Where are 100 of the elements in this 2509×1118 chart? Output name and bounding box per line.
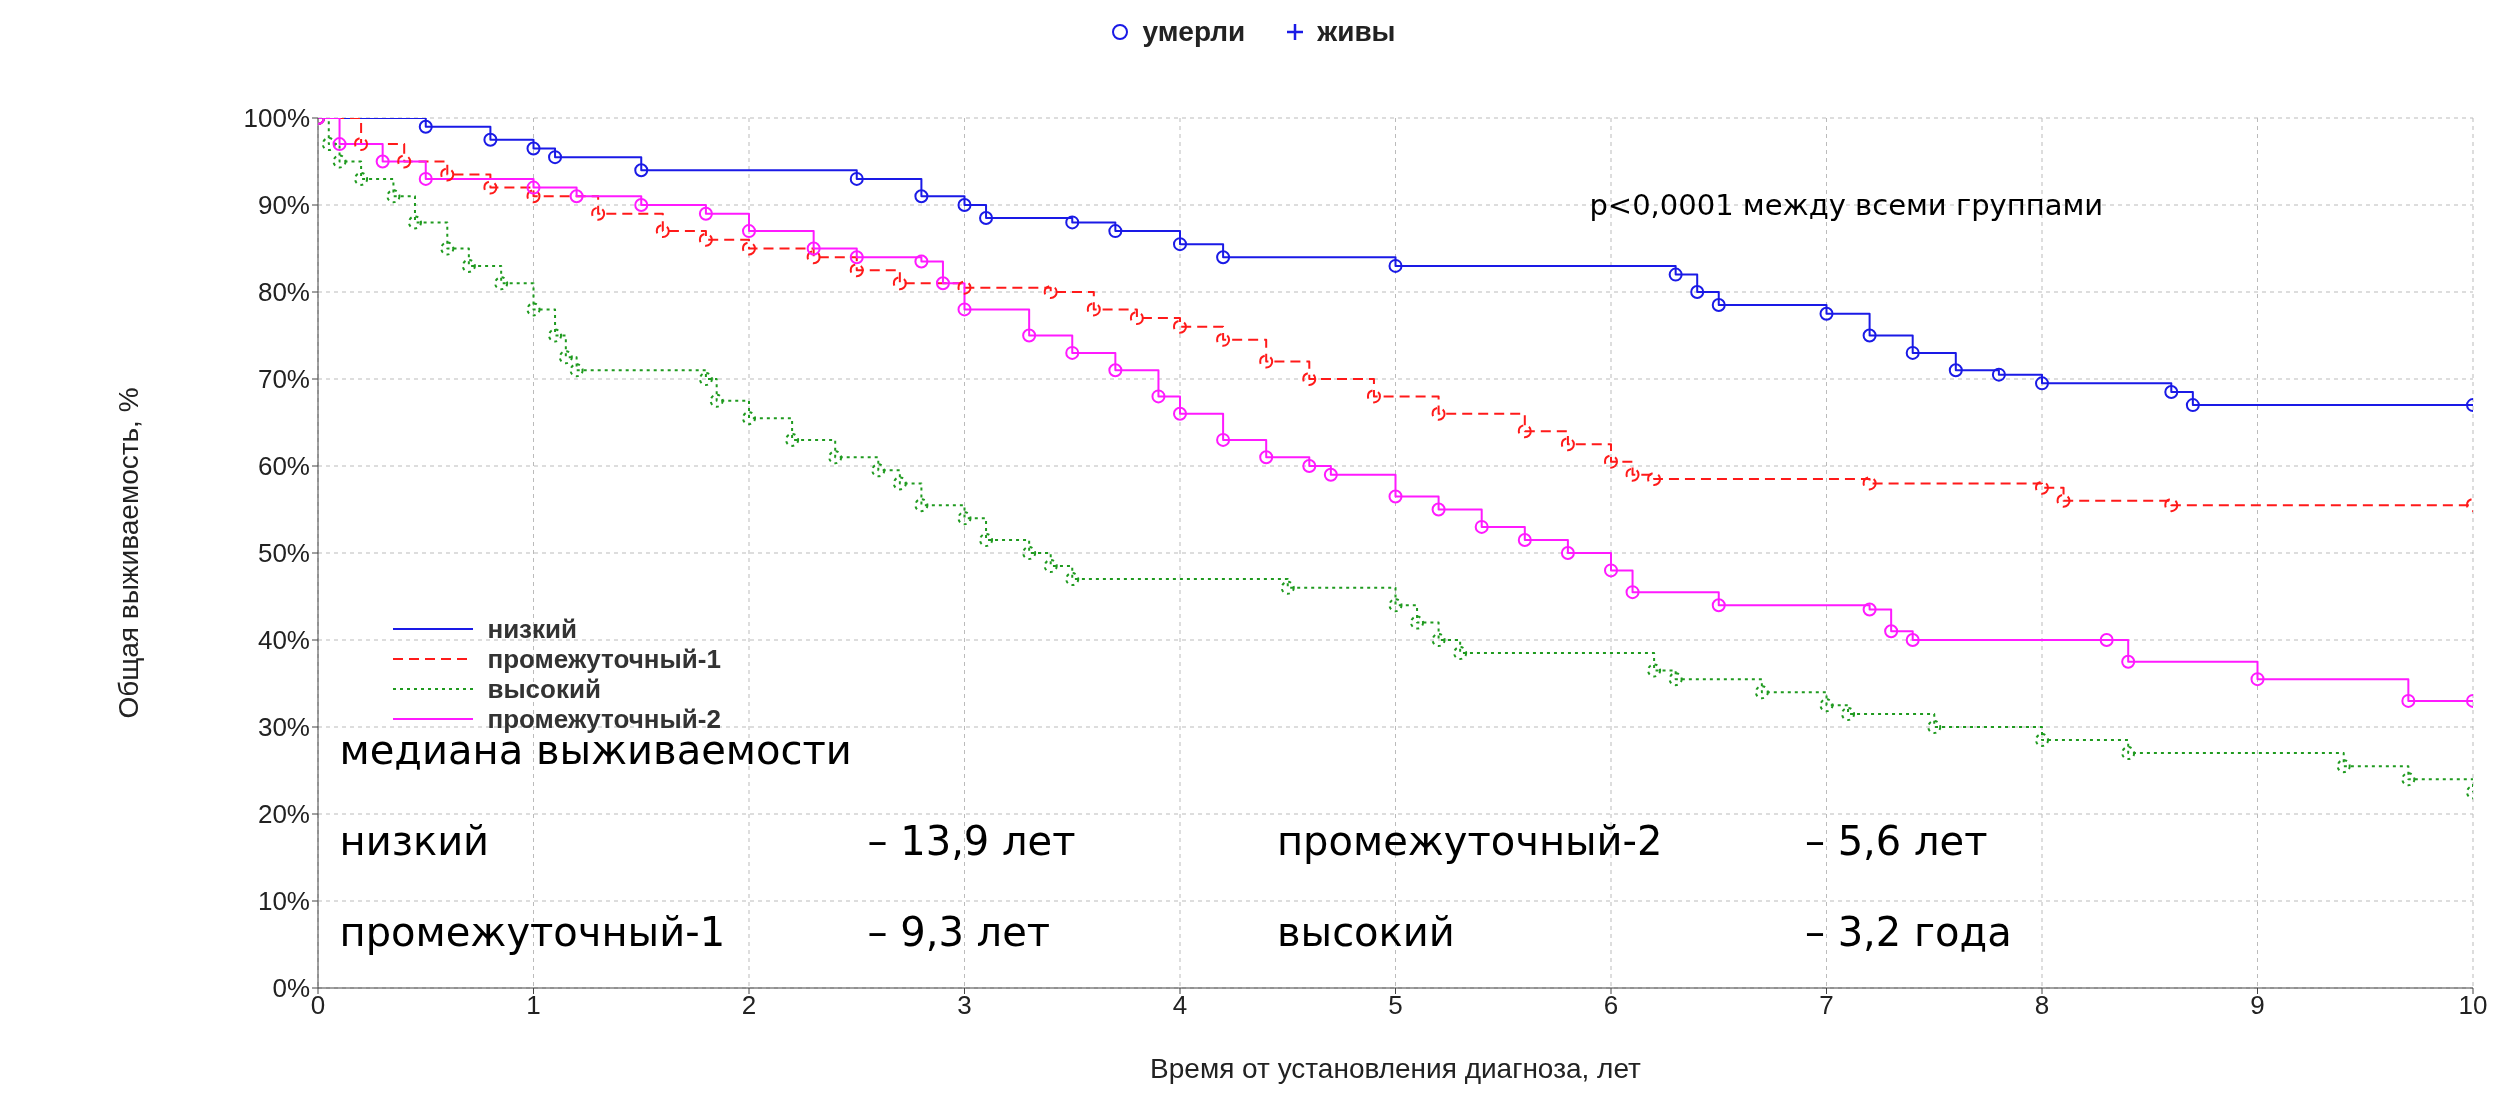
point — [526, 180, 541, 195]
point — [397, 154, 412, 169]
point — [1517, 532, 1532, 547]
point — [1259, 450, 1274, 465]
point — [1625, 467, 1640, 482]
point — [1711, 598, 1726, 613]
point — [2401, 772, 2416, 787]
point — [1043, 559, 1058, 574]
point — [634, 198, 649, 212]
point — [914, 254, 929, 269]
annotation: – 13,9 лет — [867, 817, 1076, 864]
point — [1173, 406, 1187, 421]
point — [957, 198, 972, 212]
annotation: – 3,2 года — [1804, 909, 2012, 956]
point — [332, 137, 347, 152]
point — [742, 241, 756, 256]
x-tick-label: 8 — [2034, 990, 2050, 1021]
point — [1065, 345, 1080, 360]
annotation: промежуточный-2 — [1276, 817, 1663, 864]
point — [709, 393, 724, 408]
point — [1259, 354, 1274, 369]
x-tick-label: 2 — [741, 990, 757, 1021]
point — [548, 328, 563, 343]
point — [849, 250, 864, 265]
annotation: – 9,3 лет — [867, 909, 1051, 956]
point — [386, 189, 401, 204]
y-axis-title: Общая выживаемость, % — [112, 387, 144, 719]
point — [1022, 546, 1037, 560]
point — [1108, 363, 1123, 378]
point — [2250, 672, 2265, 687]
point — [332, 154, 347, 169]
point — [1841, 706, 1856, 721]
point — [1280, 580, 1295, 595]
point — [1388, 258, 1403, 273]
point — [1323, 467, 1338, 482]
point — [1453, 646, 1468, 661]
point — [569, 189, 584, 204]
point — [1927, 720, 1942, 734]
annotation: – 5,6 лет — [1804, 817, 1988, 864]
x-tick-label: 9 — [2250, 990, 2265, 1021]
point — [1647, 663, 1662, 678]
point — [1129, 311, 1144, 326]
point — [1647, 472, 1662, 487]
point — [785, 432, 800, 447]
point — [806, 241, 821, 256]
point — [1711, 298, 1726, 313]
point — [979, 532, 994, 547]
y-tick-label: 40% — [257, 625, 310, 656]
point — [354, 171, 369, 186]
point — [957, 280, 972, 295]
point — [440, 241, 455, 256]
point — [1754, 685, 1769, 700]
text: умерли — [1142, 16, 1246, 48]
point — [407, 215, 422, 230]
point — [2164, 385, 2179, 400]
point — [957, 511, 972, 526]
point — [2035, 480, 2049, 495]
point — [1431, 502, 1446, 517]
point — [2099, 633, 2114, 647]
point — [591, 206, 606, 221]
point — [1388, 489, 1403, 504]
point — [849, 171, 864, 186]
y-tick-label: 30% — [257, 712, 310, 743]
point — [1065, 572, 1080, 587]
annotation: p<0,0001 между всеми группами — [1589, 187, 2104, 222]
point — [1905, 345, 1920, 360]
point — [1474, 519, 1489, 534]
x-tick-label: 7 — [1819, 990, 1834, 1021]
point — [1862, 602, 1877, 617]
x-axis-title: Время от установления диагноза, лет — [1150, 1053, 1642, 1084]
y-tick-label: 0% — [272, 973, 310, 1004]
point — [1625, 585, 1640, 600]
x-tick-label: 3 — [957, 990, 972, 1021]
point — [1216, 250, 1231, 265]
point — [1517, 424, 1532, 439]
legend-label: низкий — [487, 613, 578, 644]
point — [418, 119, 433, 134]
annotation: промежуточный-1 — [339, 909, 726, 956]
point — [871, 463, 886, 478]
point — [914, 189, 929, 204]
point — [698, 232, 713, 247]
y-tick-label: 20% — [257, 799, 310, 830]
point — [461, 258, 476, 273]
point — [1819, 306, 1834, 321]
point — [2185, 398, 2200, 413]
point — [655, 224, 670, 239]
point — [526, 141, 541, 156]
y-tick-label: 50% — [257, 538, 310, 569]
y-tick-label: 60% — [257, 451, 310, 482]
x-tick-label: 6 — [1603, 990, 1619, 1021]
point — [806, 250, 821, 265]
point — [1216, 432, 1231, 447]
point — [1043, 285, 1058, 299]
y-tick-label: 90% — [257, 190, 310, 221]
point — [2121, 746, 2136, 761]
point — [1431, 406, 1446, 421]
x-tick-label: 10 — [2458, 990, 2488, 1021]
point — [1862, 328, 1877, 343]
point — [1086, 302, 1101, 317]
point — [1173, 237, 1187, 252]
